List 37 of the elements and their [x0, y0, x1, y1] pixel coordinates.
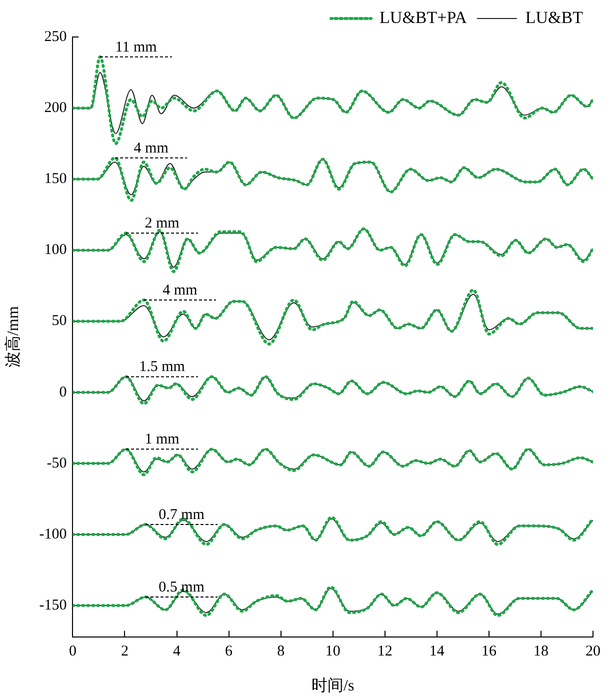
annotation: 2 mm: [144, 216, 180, 232]
annotation: 11 mm: [115, 39, 158, 56]
x-tick-label: 12: [377, 644, 392, 660]
x-tick-label: 20: [586, 644, 600, 660]
x-tick-label: 10: [325, 644, 340, 660]
annotation: 4 mm: [162, 282, 198, 298]
y-axis-title: 波高/mm: [4, 306, 22, 368]
x-tick-label: 18: [533, 644, 548, 660]
line-series: [72, 72, 593, 134]
annotation: 4 mm: [134, 140, 169, 156]
y-tick-label: -150: [39, 597, 67, 614]
legend-label: LU&BT+PA: [380, 8, 468, 27]
legend-label: LU&BT: [525, 8, 584, 27]
annotation: 0.5 mm: [158, 579, 205, 596]
y-tick-label: 150: [44, 171, 67, 188]
x-tick-label: 6: [225, 644, 234, 660]
y-tick-label: 0: [59, 384, 67, 400]
x-tick-label: 8: [277, 644, 285, 660]
annotation: 0.7 mm: [158, 506, 205, 523]
y-tick-label: -50: [46, 455, 67, 472]
annotation: 1.5 mm: [139, 359, 186, 376]
line-series: [72, 156, 593, 202]
line-series: [72, 448, 593, 472]
x-tick-label: 14: [429, 644, 445, 660]
x-tick-label: 4: [173, 644, 182, 660]
line-series: [72, 294, 593, 340]
y-tick-label: -100: [39, 526, 67, 542]
x-axis-title: 时间/s: [312, 676, 354, 695]
x-tick-label: 2: [120, 644, 128, 660]
annotation: 1 mm: [144, 432, 180, 448]
y-tick-label: 50: [52, 313, 67, 330]
x-tick-label: 16: [481, 644, 497, 660]
y-tick-label: 100: [44, 242, 67, 258]
line-series: [72, 158, 593, 196]
line-series: [72, 448, 593, 476]
y-tick-label: 200: [44, 100, 67, 116]
y-tick-label: 250: [44, 28, 67, 45]
